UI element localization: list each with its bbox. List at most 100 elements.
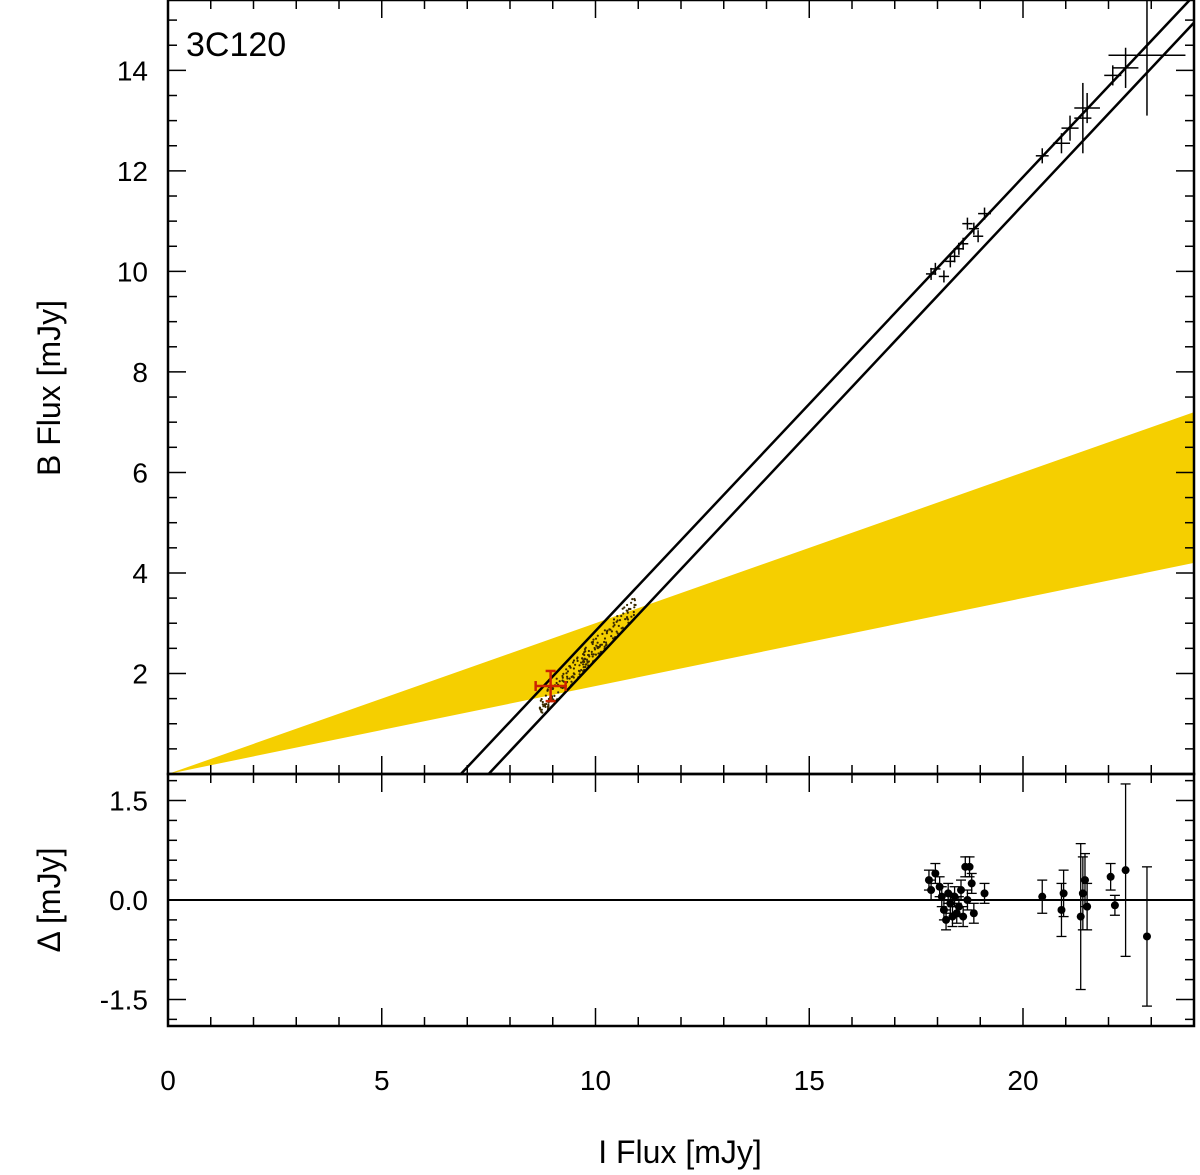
simulated-point [577,669,581,673]
residual-marker [980,889,989,898]
simulated-point [558,680,561,683]
simulated-point [583,660,586,664]
observation-point [962,217,973,230]
simulated-point [596,641,599,644]
simulated-point [591,642,594,646]
simulated-point [570,680,573,683]
residual-marker [1078,889,1087,898]
simulated-point [622,612,625,615]
simulated-point [578,664,581,667]
observation-point [968,222,979,235]
observation-point [945,255,956,268]
simulated-point [627,607,631,610]
simulated-point [568,677,571,680]
simulated-point [623,606,626,609]
simulated-point [615,630,618,633]
simulated-point [561,686,564,690]
residual-marker [963,896,972,904]
observation-point [958,237,969,250]
simulated-point [610,630,614,633]
simulated-point [601,632,604,636]
residual-marker [965,862,974,871]
simulated-point [544,694,548,697]
observation-point [1052,133,1071,154]
residual-marker [1106,872,1115,881]
residual-point [968,902,979,924]
simulated-point [630,615,633,618]
top-y-tick-label: 8 [132,357,148,388]
residual-point [1120,783,1131,958]
simulated-point [540,710,543,713]
residual-marker [1121,866,1130,875]
top-y-tick-label: 6 [132,457,148,488]
simulated-point [584,650,587,653]
chart-title: 3C120 [186,26,286,64]
simulated-point [603,629,607,632]
observation-point [949,250,960,263]
simulated-point [626,609,629,613]
simulated-point [540,698,543,701]
x-tick-label: 15 [794,1065,825,1096]
simulated-point [584,646,587,649]
simulated-point [546,689,549,692]
simulated-point [633,603,636,607]
residual-marker [1142,932,1151,941]
host-galaxy-band [168,412,1194,774]
residual-point [1109,894,1120,916]
observation-point [930,262,941,275]
simulated-point [584,665,587,669]
top-y-axis-title: B Flux [mJy] [31,300,67,476]
simulated-point [609,628,612,631]
simulated-point [541,700,544,704]
simulated-point [557,691,560,694]
simulated-point [568,665,571,668]
simulated-point [618,619,622,622]
residual-marker [927,886,936,895]
residual-point [1079,852,1090,908]
simulated-point [620,627,623,630]
simulated-point [597,652,600,655]
simulated-point [603,637,607,640]
simulated-point [592,653,595,656]
simulated-point [541,703,544,706]
residual-marker [931,869,940,878]
simulated-point [582,663,585,666]
observation-point [1108,0,1186,116]
simulated-point [565,668,568,671]
simulated-point [555,677,558,680]
observation-point [1104,65,1122,86]
x-tick-label: 20 [1007,1065,1038,1096]
residual-point [1058,869,1069,918]
simulated-point [631,598,634,601]
simulated-point [569,666,572,669]
residual-marker [957,886,966,895]
simulated-point [594,637,598,640]
simulated-point [616,615,619,618]
simulated-point [632,610,635,614]
residual-y-axis-title: Δ [mJy] [31,848,67,953]
observation-point [972,230,984,243]
fit-line-2 [487,21,1194,774]
residual-point [966,872,977,895]
simulated-point [604,641,608,644]
simulated-point [584,658,587,661]
x-tick-label: 0 [160,1065,176,1096]
residual-marker [967,879,976,888]
top-y-tick-label: 2 [132,658,148,689]
simulated-point [596,634,599,637]
simulated-point [581,657,584,660]
simulated-point [605,643,608,646]
residual-point [964,856,975,878]
simulated-point [555,681,558,685]
residual-point [1075,842,1086,991]
residual-point [1105,862,1116,891]
observation-point [938,270,950,283]
simulated-point [582,666,585,669]
simulated-point [561,674,564,678]
simulated-point [565,672,568,675]
simulated-point [612,625,615,628]
simulated-point [626,603,629,607]
simulated-point [594,653,598,656]
simulated-point [624,618,627,621]
simulated-point [582,659,585,662]
